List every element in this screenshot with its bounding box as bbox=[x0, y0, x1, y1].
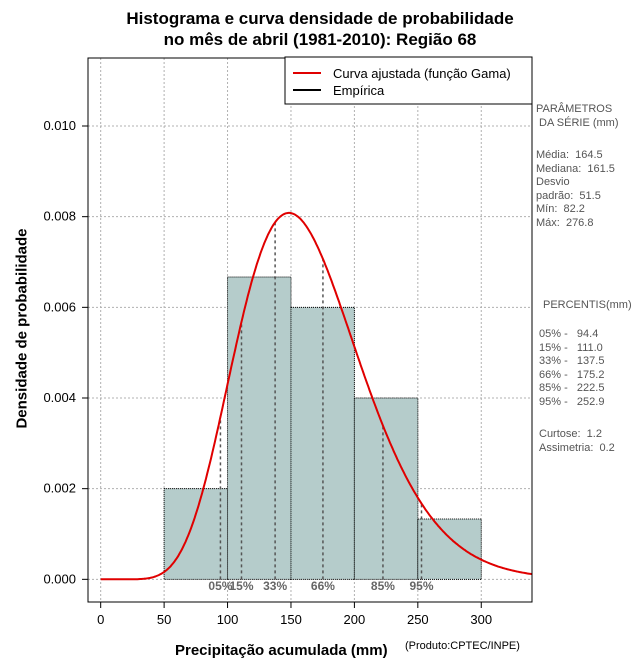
x-tick-label: 300 bbox=[470, 612, 492, 627]
chart-title-line-1: Histograma e curva densidade de probabil… bbox=[126, 9, 514, 28]
histogram-bar bbox=[353, 397, 419, 580]
percentile-lines bbox=[219, 222, 423, 580]
x-tick-label: 100 bbox=[217, 612, 239, 627]
chart-title-line-2: no mês de abril (1981-2010): Região 68 bbox=[163, 30, 477, 49]
axes: 0 50 100 150 200 250 300 0.000 0.002 0.004 0.006 0.… bbox=[43, 118, 492, 627]
legend-label: Curva ajustada (função Gama) bbox=[333, 66, 511, 81]
percentile-labels: 05%15% 33% 66% 85% 95% bbox=[208, 579, 433, 593]
percentile-label: 66% bbox=[311, 579, 335, 593]
x-tick-label: 150 bbox=[280, 612, 302, 627]
x-axis-label: Precipitação acumulada (mm) bbox=[175, 642, 388, 659]
product-credit: (Produto:CPTEC/INPE) bbox=[405, 640, 520, 652]
x-tick-label: 200 bbox=[344, 612, 366, 627]
percentile-label: 15% bbox=[229, 579, 253, 593]
histogram-bar bbox=[417, 518, 482, 580]
gamma-curve-group bbox=[100, 211, 533, 581]
histogram-bar bbox=[163, 488, 229, 580]
y-tick-label: 0.010 bbox=[43, 118, 76, 133]
percentile-label: 33% bbox=[263, 579, 287, 593]
y-tick-label: 0.004 bbox=[43, 390, 76, 405]
legend-label: Empírica bbox=[333, 83, 385, 98]
legend-box bbox=[284, 56, 533, 105]
percentile-label: 85% bbox=[371, 579, 395, 593]
x-tick-label: 0 bbox=[97, 612, 104, 627]
shape-statistics: Curtose: 1.2 Assimetria: 0.2 bbox=[539, 428, 615, 454]
percentiles-values: 05% - 94.4 15% - 111.0 33% - 137.5 66% -… bbox=[539, 328, 605, 408]
y-tick-label: 0.002 bbox=[43, 481, 76, 496]
histogram-bars bbox=[163, 276, 482, 580]
parameters-header: PARÂMETROS DA SÉRIE (mm) bbox=[536, 103, 619, 129]
histogram-bar bbox=[227, 276, 292, 580]
histogram-bar bbox=[290, 306, 355, 580]
parameters-values: Média: 164.5 Mediana: 161.5 Desvio padrã… bbox=[536, 149, 615, 229]
y-tick-label: 0.008 bbox=[43, 209, 76, 224]
x-tick-label: 50 bbox=[157, 612, 171, 627]
y-tick-label: 0.000 bbox=[43, 571, 76, 586]
percentile-label: 05% bbox=[208, 579, 232, 593]
legend: Curva ajustada (função Gama) Empírica bbox=[284, 56, 533, 105]
percentile-label: 95% bbox=[409, 579, 433, 593]
y-tick-label: 0.006 bbox=[43, 299, 76, 314]
percentiles-header: PERCENTIS(mm) bbox=[543, 299, 632, 311]
x-tick-label: 250 bbox=[407, 612, 429, 627]
gamma-curve bbox=[100, 211, 533, 581]
